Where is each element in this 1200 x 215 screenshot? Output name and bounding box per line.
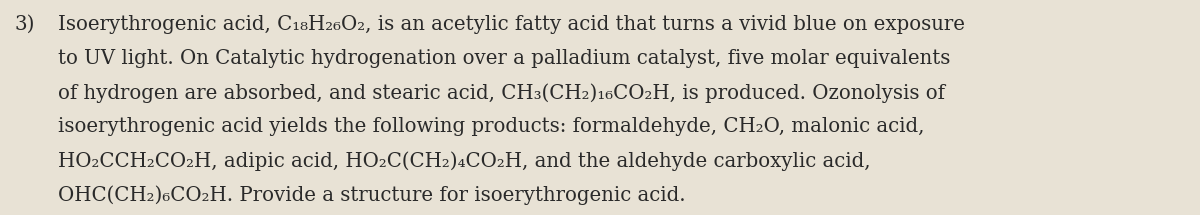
Text: 3): 3)	[14, 15, 35, 34]
Text: Isoerythrogenic acid, C₁₈H₂₆O₂, is an acetylic fatty acid that turns a vivid blu: Isoerythrogenic acid, C₁₈H₂₆O₂, is an ac…	[58, 15, 965, 34]
Text: to UV light. On Catalytic hydrogenation over a palladium catalyst, five molar eq: to UV light. On Catalytic hydrogenation …	[58, 49, 950, 68]
Text: HO₂CCH₂CO₂H, adipic acid, HO₂C(CH₂)₄CO₂H, and the aldehyde carboxylic acid,: HO₂CCH₂CO₂H, adipic acid, HO₂C(CH₂)₄CO₂H…	[58, 151, 870, 170]
Text: of hydrogen are absorbed, and stearic acid, CH₃(CH₂)₁₆CO₂H, is produced. Ozonoly: of hydrogen are absorbed, and stearic ac…	[58, 83, 944, 103]
Text: isoerythrogenic acid yields the following products: formaldehyde, CH₂O, malonic : isoerythrogenic acid yields the followin…	[58, 117, 924, 136]
Text: OHC(CH₂)₆CO₂H. Provide a structure for isoerythrogenic acid.: OHC(CH₂)₆CO₂H. Provide a structure for i…	[58, 185, 685, 204]
